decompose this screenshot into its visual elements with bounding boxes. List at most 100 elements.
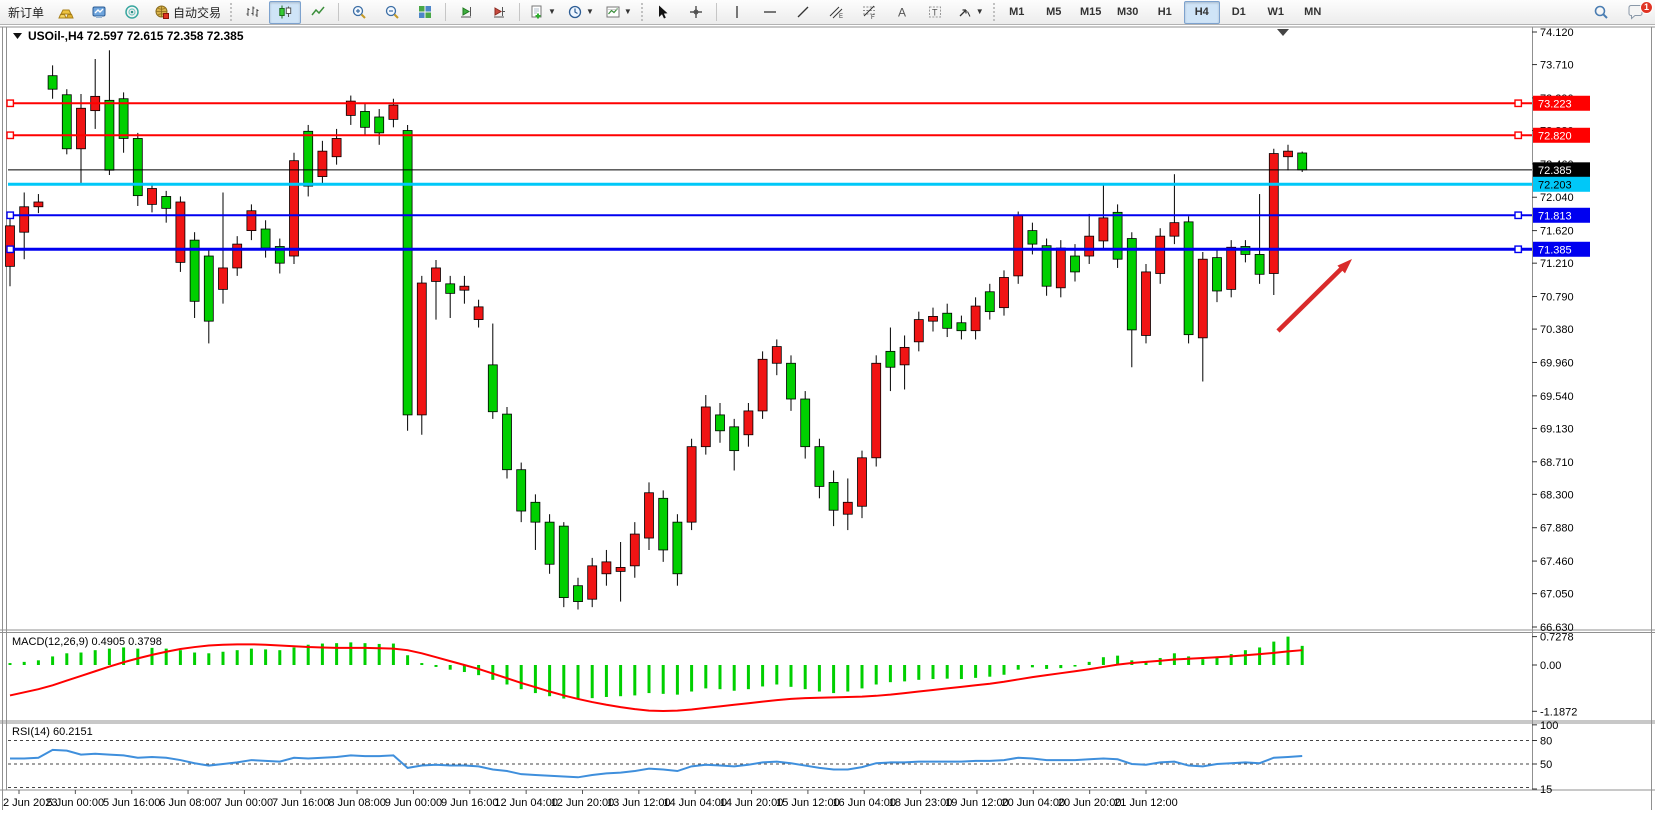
svg-text:14 Jun 04:00: 14 Jun 04:00 bbox=[663, 797, 727, 809]
text-button[interactable]: A bbox=[886, 1, 918, 24]
macd-signal-line bbox=[9, 643, 1303, 713]
toolbar-separator bbox=[445, 3, 447, 21]
svg-text:18 Jun 23:00: 18 Jun 23:00 bbox=[889, 797, 953, 809]
svg-text:F: F bbox=[871, 15, 875, 20]
horizontal-line-73.223[interactable] bbox=[6, 99, 1532, 108]
candles-layer bbox=[5, 50, 1308, 610]
market-watch-icon bbox=[92, 6, 106, 18]
svg-text:-1.1872: -1.1872 bbox=[1540, 706, 1577, 718]
timeframe-H4[interactable]: H4 bbox=[1183, 0, 1220, 24]
svg-text:21 Jun 12:00: 21 Jun 12:00 bbox=[1114, 797, 1178, 809]
timeframe-D1[interactable]: D1 bbox=[1231, 6, 1246, 18]
autotrading-icon bbox=[155, 5, 170, 19]
timeframe-MN[interactable]: MN bbox=[1304, 6, 1322, 18]
tile-windows-icon bbox=[419, 6, 432, 18]
trendline-icon bbox=[797, 6, 809, 18]
toolbar-separator bbox=[338, 3, 340, 21]
line-chart-button[interactable] bbox=[302, 1, 334, 24]
timeframe-M1[interactable]: M1 bbox=[1009, 6, 1025, 18]
bar-chart-button[interactable] bbox=[236, 1, 268, 24]
channel-button[interactable]: E bbox=[820, 1, 852, 24]
zoom-in-button[interactable] bbox=[343, 1, 375, 24]
chart-title: USOil-,H4 72.597 72.615 72.358 72.385 bbox=[13, 29, 244, 43]
text-icon: A bbox=[898, 6, 906, 20]
chart-shift-icon bbox=[494, 7, 506, 18]
chart-shift-marker[interactable] bbox=[1277, 29, 1289, 36]
cursor-button[interactable] bbox=[647, 1, 679, 24]
notification-badge: 1 bbox=[1640, 0, 1653, 14]
rsi-panel: 100 80 50 15 RSI(14) 60.2151 bbox=[8, 720, 1558, 796]
timeframe-H1[interactable]: H1 bbox=[1157, 6, 1172, 18]
rsi-line bbox=[10, 748, 1303, 779]
svg-text:69.960: 69.960 bbox=[1540, 357, 1574, 369]
svg-text:9 Jun 16:00: 9 Jun 16:00 bbox=[441, 797, 499, 809]
tile-windows-button[interactable] bbox=[409, 1, 441, 24]
signals-button[interactable] bbox=[116, 1, 148, 24]
svg-text:73.710: 73.710 bbox=[1540, 60, 1574, 72]
price-tag-72.203: 72.203 bbox=[1533, 176, 1590, 192]
svg-text:71.210: 71.210 bbox=[1540, 258, 1574, 270]
svg-text:72.203: 72.203 bbox=[1538, 179, 1572, 191]
timeframe-toolbar: M1 M5 M15 M30 H1 H4 D1 W1 MN bbox=[999, 0, 1331, 24]
svg-text:72.385: 72.385 bbox=[1538, 165, 1572, 177]
horizontal-line-71.385[interactable] bbox=[6, 245, 1532, 254]
svg-text:72.820: 72.820 bbox=[1538, 130, 1572, 142]
price-axis: 74.12073.71073.29072.88072.46072.04071.6… bbox=[1532, 27, 1574, 634]
market-watch-button[interactable] bbox=[83, 1, 115, 24]
svg-text:15: 15 bbox=[1540, 784, 1552, 796]
search-button[interactable] bbox=[1585, 1, 1617, 24]
svg-text:50: 50 bbox=[1540, 759, 1552, 771]
svg-text:16 Jun 04:00: 16 Jun 04:00 bbox=[832, 797, 896, 809]
candlestick-chart-button[interactable] bbox=[269, 0, 302, 24]
svg-text:74.120: 74.120 bbox=[1540, 27, 1574, 39]
text-label-icon: T bbox=[928, 6, 941, 18]
svg-text:100: 100 bbox=[1540, 720, 1558, 732]
new-order-button[interactable]: 新订单 bbox=[3, 1, 49, 24]
timeframe-M30[interactable]: M30 bbox=[1117, 6, 1139, 18]
auto-scroll-button[interactable] bbox=[450, 1, 482, 24]
toolbar-separator bbox=[519, 3, 521, 21]
annotation-arrow[interactable] bbox=[1276, 259, 1352, 333]
vertical-line-button[interactable] bbox=[721, 1, 753, 24]
new-chart-button[interactable]: ▼ bbox=[524, 1, 561, 24]
gold-button[interactable] bbox=[50, 1, 82, 24]
horizontal-line-button[interactable] bbox=[754, 1, 786, 24]
svg-text:69.130: 69.130 bbox=[1540, 423, 1574, 435]
autotrading-label: 自动交易 bbox=[173, 5, 222, 20]
gold-bars-icon bbox=[58, 9, 74, 19]
horizontal-line-72.820[interactable] bbox=[6, 131, 1532, 140]
templates-icon bbox=[606, 6, 620, 18]
fibonacci-button[interactable]: F bbox=[853, 1, 885, 24]
zoom-out-button[interactable] bbox=[376, 1, 408, 24]
periods-button[interactable]: ▼ bbox=[562, 1, 599, 24]
trendline-button[interactable] bbox=[787, 1, 819, 24]
svg-text:80: 80 bbox=[1540, 736, 1552, 748]
templates-button[interactable]: ▼ bbox=[600, 1, 637, 24]
toolbar-grip bbox=[991, 2, 996, 22]
svg-text:73.223: 73.223 bbox=[1538, 98, 1572, 110]
svg-text:0.00: 0.00 bbox=[1540, 660, 1561, 672]
timeframe-M15[interactable]: M15 bbox=[1080, 6, 1102, 18]
autotrading-button[interactable]: 自动交易 bbox=[149, 1, 226, 24]
text-label-button[interactable]: T bbox=[919, 1, 951, 24]
svg-text:A: A bbox=[898, 6, 906, 20]
svg-text:5 Jun 00:00: 5 Jun 00:00 bbox=[47, 797, 105, 809]
notifications-button[interactable]: 1 bbox=[1618, 0, 1653, 24]
channel-icon: E bbox=[829, 6, 843, 20]
horizontal-line-71.813[interactable] bbox=[6, 211, 1532, 220]
chart-shift-button[interactable] bbox=[483, 1, 515, 24]
svg-text:8 Jun 08:00: 8 Jun 08:00 bbox=[328, 797, 386, 809]
price-tag-72.820: 72.820 bbox=[1533, 127, 1590, 143]
candlestick-chart-icon bbox=[279, 5, 292, 19]
auto-scroll-icon bbox=[461, 7, 472, 18]
arrows-button[interactable]: ▼ bbox=[952, 1, 989, 24]
svg-text:E: E bbox=[839, 14, 843, 20]
timeframe-M5[interactable]: M5 bbox=[1046, 6, 1062, 18]
timeframe-W1[interactable]: W1 bbox=[1267, 6, 1284, 18]
svg-text:67.880: 67.880 bbox=[1540, 523, 1574, 535]
price-tag-71.813: 71.813 bbox=[1533, 207, 1590, 223]
crosshair-button[interactable] bbox=[680, 1, 712, 24]
svg-text:67.460: 67.460 bbox=[1540, 556, 1574, 568]
